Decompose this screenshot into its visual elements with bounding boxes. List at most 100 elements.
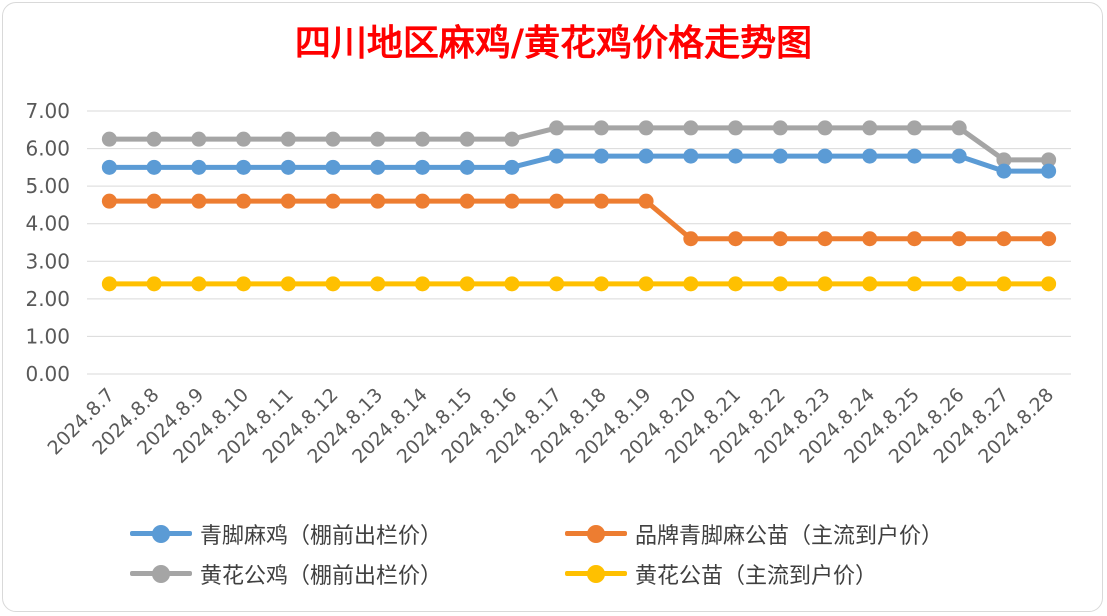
series-line-3: [106, 125, 1052, 163]
data-point-series-2: [504, 193, 520, 209]
data-point-series-2: [906, 231, 922, 247]
data-point-series-3: [951, 120, 967, 136]
data-point-series-4: [236, 276, 252, 292]
data-point-series-3: [683, 120, 699, 136]
data-point-series-1: [951, 148, 967, 164]
data-point-series-2: [191, 193, 207, 209]
data-point-series-1: [414, 159, 430, 175]
data-point-series-4: [728, 276, 744, 292]
data-point-series-3: [101, 131, 117, 147]
chart-legend: 青脚麻鸡（棚前出栏价） 品牌青脚麻公苗（主流到户价） 黄花公鸡（棚前出栏价） 黄…: [0, 510, 1107, 600]
data-point-series-1: [906, 148, 922, 164]
data-point-series-2: [370, 193, 386, 209]
data-point-series-4: [325, 276, 341, 292]
data-point-series-1: [101, 159, 117, 175]
legend-item-series-4: 黄花公苗（主流到户价）: [565, 558, 877, 590]
y-tick-label: 6.00: [25, 137, 70, 161]
data-point-series-2: [549, 193, 565, 209]
data-point-series-3: [191, 131, 207, 147]
data-point-series-1: [325, 159, 341, 175]
data-point-series-4: [683, 276, 699, 292]
data-point-series-2: [414, 193, 430, 209]
data-point-series-3: [549, 120, 565, 136]
y-tick-label: 2.00: [25, 287, 70, 311]
legend-item-series-1: 青脚麻鸡（棚前出栏价）: [130, 518, 442, 550]
data-point-series-4: [951, 276, 967, 292]
data-point-series-1: [683, 148, 699, 164]
data-point-series-3: [370, 131, 386, 147]
data-point-series-1: [146, 159, 162, 175]
legend-label-series-4: 黄花公苗（主流到户价）: [635, 564, 878, 589]
data-point-series-2: [325, 193, 341, 209]
data-point-series-3: [862, 120, 878, 136]
data-point-series-2: [817, 231, 833, 247]
legend-label-series-2: 品牌青脚麻公苗（主流到户价）: [635, 524, 944, 549]
legend-item-series-3: 黄花公鸡（棚前出栏价）: [130, 558, 442, 590]
data-point-series-1: [459, 159, 475, 175]
series-line-2: [106, 198, 1052, 242]
data-point-series-4: [996, 276, 1012, 292]
data-point-series-1: [549, 148, 565, 164]
legend-swatch-series-3: [130, 564, 192, 584]
data-point-series-1: [280, 159, 296, 175]
legend-item-series-2: 品牌青脚麻公苗（主流到户价）: [565, 518, 943, 550]
data-point-series-1: [1041, 163, 1057, 179]
data-point-series-3: [325, 131, 341, 147]
data-point-series-2: [236, 193, 252, 209]
data-point-series-1: [593, 148, 609, 164]
data-point-series-3: [996, 152, 1012, 168]
data-point-series-3: [280, 131, 296, 147]
data-point-series-3: [236, 131, 252, 147]
data-point-series-3: [459, 131, 475, 147]
data-point-series-3: [728, 120, 744, 136]
data-point-series-2: [951, 231, 967, 247]
data-point-series-2: [862, 231, 878, 247]
data-point-series-2: [280, 193, 296, 209]
data-point-series-2: [593, 193, 609, 209]
data-point-series-3: [593, 120, 609, 136]
legend-swatch-series-2: [565, 524, 627, 544]
y-tick-label: 1.00: [25, 324, 70, 348]
legend-label-series-3: 黄花公鸡（棚前出栏价）: [200, 564, 443, 589]
data-point-series-3: [414, 131, 430, 147]
data-point-series-4: [593, 276, 609, 292]
data-point-series-4: [414, 276, 430, 292]
data-point-series-3: [1041, 152, 1057, 168]
data-point-series-3: [638, 120, 654, 136]
data-point-series-1: [370, 159, 386, 175]
data-point-series-4: [549, 276, 565, 292]
data-point-series-4: [370, 276, 386, 292]
y-tick-label: 5.00: [25, 174, 70, 198]
series-line-1: [106, 153, 1052, 174]
data-point-series-4: [638, 276, 654, 292]
legend-label-series-1: 青脚麻鸡（棚前出栏价）: [200, 524, 443, 549]
y-tick-label: 7.00: [25, 99, 70, 123]
chart-title: 四川地区麻鸡/黄花鸡价格走势图: [294, 22, 813, 64]
data-point-series-4: [862, 276, 878, 292]
data-point-series-1: [862, 148, 878, 164]
y-tick-label: 4.00: [25, 212, 70, 236]
data-point-series-2: [638, 193, 654, 209]
y-tick-label: 0.00: [25, 362, 70, 386]
data-point-series-1: [191, 159, 207, 175]
data-point-series-3: [817, 120, 833, 136]
y-tick-label: 3.00: [25, 249, 70, 273]
data-point-series-1: [236, 159, 252, 175]
data-point-series-4: [459, 276, 475, 292]
legend-swatch-series-1: [130, 524, 192, 544]
data-point-series-4: [772, 276, 788, 292]
data-point-series-3: [906, 120, 922, 136]
data-point-series-4: [146, 276, 162, 292]
data-point-series-2: [146, 193, 162, 209]
data-point-series-4: [191, 276, 207, 292]
data-point-series-2: [772, 231, 788, 247]
data-point-series-4: [817, 276, 833, 292]
data-point-series-4: [280, 276, 296, 292]
data-point-series-2: [683, 231, 699, 247]
data-point-series-3: [504, 131, 520, 147]
data-point-series-1: [504, 159, 520, 175]
data-point-series-1: [638, 148, 654, 164]
data-point-series-4: [906, 276, 922, 292]
